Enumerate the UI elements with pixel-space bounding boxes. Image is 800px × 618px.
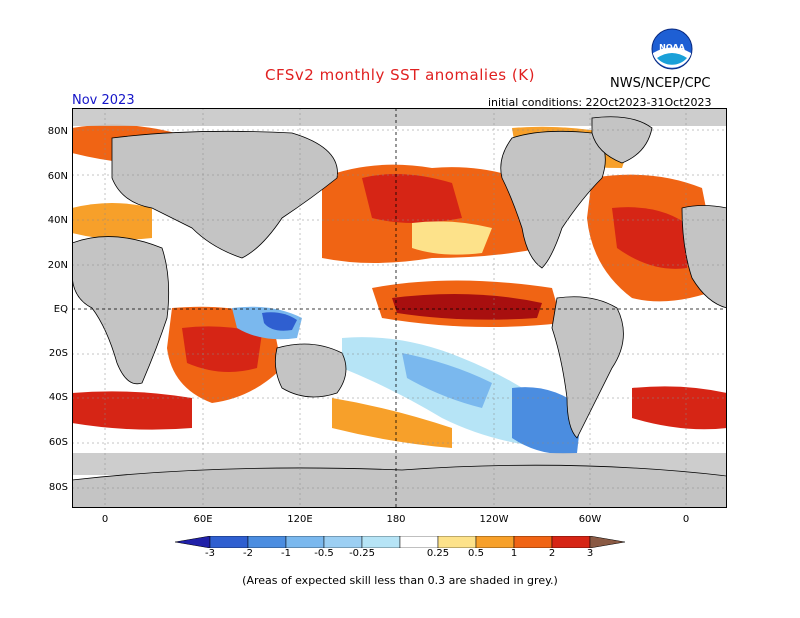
colorbar-segment: [437, 536, 477, 548]
colorbar-segment: [475, 536, 515, 548]
colorbar-label: -0.5: [314, 548, 334, 559]
svg-text:NOAA: NOAA: [659, 43, 685, 52]
colorbar-label: 1: [510, 548, 518, 559]
lon-label-0-right: 0: [682, 514, 690, 525]
forecast-month: Nov 2023: [72, 93, 135, 108]
land: [72, 116, 727, 508]
reference-lines: [72, 108, 727, 508]
colorbar-segment: [551, 536, 591, 548]
lat-label-20s: 20S: [48, 348, 68, 359]
colorbar-segment: [209, 536, 249, 548]
chart-title: CFSv2 monthly SST anomalies (K): [265, 66, 535, 84]
lon-label-60e: 60E: [193, 514, 213, 525]
colorbar-label: 0.5: [468, 548, 484, 559]
colorbar-segment: [513, 536, 553, 548]
lat-label-80n: 80N: [47, 126, 68, 137]
colorbar-segment: [285, 536, 325, 548]
colorbar: [175, 536, 625, 548]
lon-label-180: 180: [386, 514, 406, 525]
colorbar-high-arrow: [589, 536, 625, 548]
lon-label-120e: 120E: [287, 514, 313, 525]
colorbar-segment: [247, 536, 287, 548]
lon-label-60w: 60W: [578, 514, 602, 525]
org-label: NWS/NCEP/CPC: [610, 76, 711, 91]
colorbar-label: 2: [548, 548, 556, 559]
graticule: [72, 108, 727, 508]
colorbar-label: -3: [205, 548, 215, 559]
colorbar-label: -1: [281, 548, 291, 559]
colorbar-segment: [323, 536, 363, 548]
noaa-logo: NOAA: [651, 28, 693, 70]
lon-label-120w: 120W: [479, 514, 509, 525]
colorbar-label: -0.25: [349, 548, 375, 559]
lat-label-80s: 80S: [48, 482, 68, 493]
lat-label-60s: 60S: [48, 437, 68, 448]
lat-label-40n: 40N: [47, 215, 68, 226]
lon-label-0: 0: [101, 514, 109, 525]
initial-conditions: initial conditions: 22Oct2023-31Oct2023: [488, 96, 712, 109]
lat-label-60n: 60N: [47, 171, 68, 182]
colorbar-segment: [399, 536, 439, 548]
lat-label-eq: EQ: [53, 304, 68, 315]
colorbar-low-arrow: [175, 536, 211, 548]
skill-footnote: (Areas of expected skill less than 0.3 a…: [242, 574, 558, 587]
lat-label-40s: 40S: [48, 392, 68, 403]
colorbar-label: -2: [243, 548, 253, 559]
colorbar-label: 3: [586, 548, 594, 559]
lat-label-20n: 20N: [47, 260, 68, 271]
sst-anomaly-map: [72, 108, 727, 508]
colorbar-segment: [361, 536, 401, 548]
colorbar-label: 0.25: [426, 548, 450, 559]
